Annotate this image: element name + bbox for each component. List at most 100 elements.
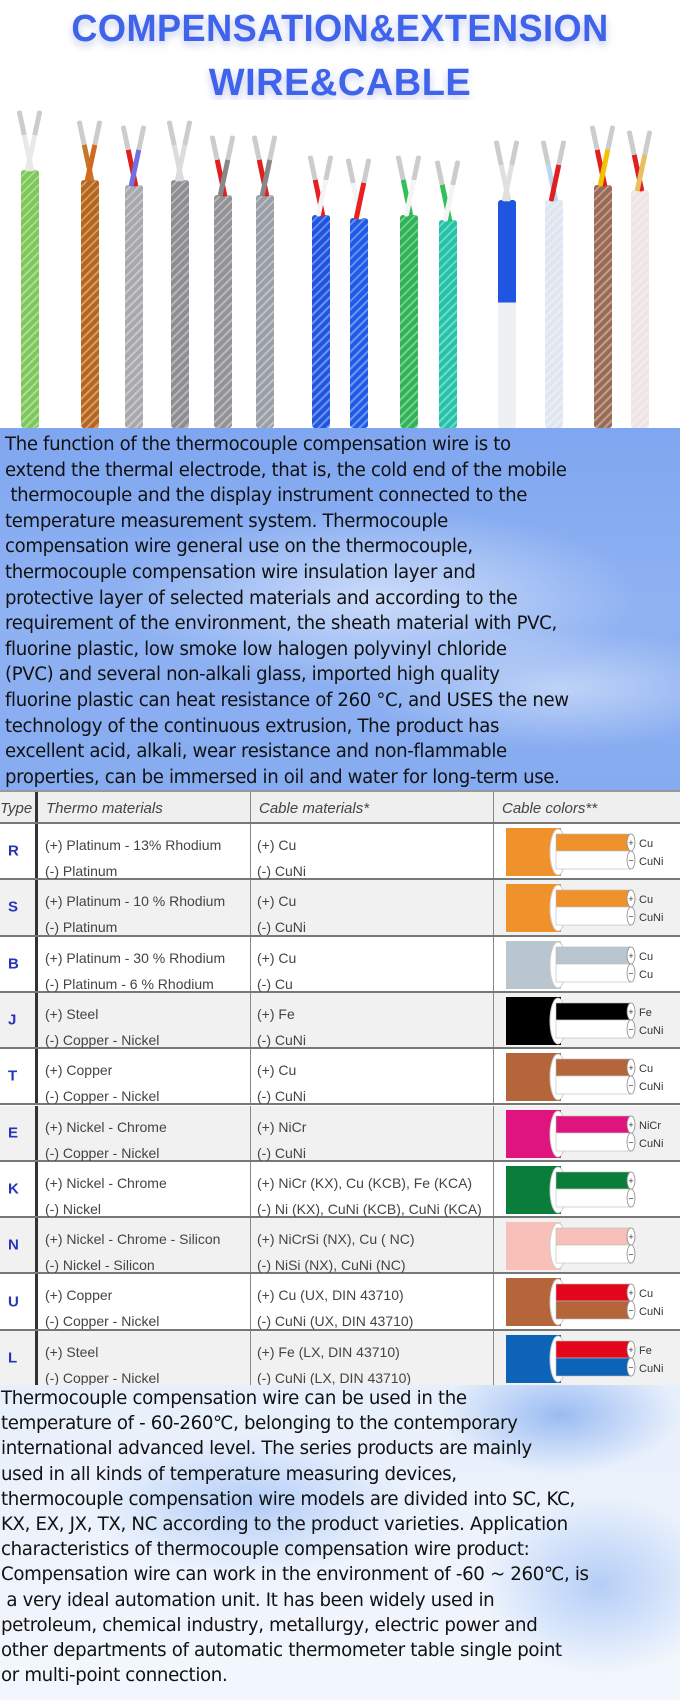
minus-sign-icon: − <box>628 912 633 922</box>
type-code: R <box>8 842 19 860</box>
thermo-minus: (-) Copper - Nickel <box>45 1088 160 1105</box>
text-line: used in all kinds of temperature measuri… <box>0 1463 457 1485</box>
minus-conductor <box>555 1075 632 1095</box>
minus-end <box>626 963 636 982</box>
text-line: compensation wire general use on the the… <box>5 536 473 558</box>
text-line: Thermocouple compensation wire can be us… <box>0 1388 467 1409</box>
minus-end <box>626 1244 636 1264</box>
plus-conductor <box>555 1115 632 1133</box>
thermo-minus: (-) Copper - Nickel <box>45 1369 160 1386</box>
type-code: K <box>8 1180 19 1198</box>
text-line: temperature of - 60-260℃, belonging to t… <box>0 1413 518 1435</box>
thermo-minus: (-) Platinum <box>45 919 118 936</box>
minus-conductor <box>555 1357 632 1376</box>
minus-label: CuNi <box>639 1138 663 1150</box>
wire-sample <box>498 200 516 428</box>
cable-color-swatch: + − NiCr CuNi <box>506 1109 663 1158</box>
table-row-n: N (+) Nickel - Chrome - Silicon (-) Nicke… <box>0 1218 680 1275</box>
text-line: excellent acid, alkali, wear resistance … <box>5 741 507 763</box>
minus-sign-icon: − <box>628 1137 633 1147</box>
thermo-plus: (+) Nickel - Chrome - Silicon <box>45 1231 221 1248</box>
cable-plus: (+) Cu <box>257 893 297 910</box>
type-code: T <box>8 1067 18 1085</box>
minus-sign-icon: − <box>628 1306 633 1316</box>
wire-sample <box>439 220 457 428</box>
minus-conductor <box>555 1188 632 1208</box>
cable-color-swatch: + − <box>506 1165 636 1214</box>
title-line-1: COMPENSATION&EXTENSION <box>71 8 609 50</box>
header-thermo: Thermo materials <box>46 800 163 817</box>
cable-plus: (+) Fe (LX, DIN 43710) <box>257 1343 400 1360</box>
table-row-r: R (+) Platinum - 13% Rhodium (-) Platinum… <box>0 824 680 881</box>
wire-sample <box>631 190 649 428</box>
thermo-plus: (+) Nickel - Chrome <box>45 1174 167 1191</box>
table-row-j: J (+) Steel (-) Copper - Nickel (+) Fe (-)… <box>0 992 680 1050</box>
text-line: thermocouple and the display instrument … <box>5 485 528 507</box>
table-row-l: L (+) Steel (-) Copper - Nickel (+) Fe (L… <box>0 1330 680 1387</box>
minus-sign-icon: − <box>628 1362 633 1372</box>
wire-sample <box>256 195 274 428</box>
cable-minus: (-) CuNi <box>257 863 306 879</box>
text-line: or multi-point connection. <box>0 1665 228 1687</box>
type-code: N <box>8 1236 19 1254</box>
cable-color-swatch: + − Fe CuNi <box>506 996 663 1045</box>
minus-end <box>626 1357 636 1377</box>
text-line: technology of the continuous extrusion, … <box>5 715 500 737</box>
wire-sample <box>400 215 418 428</box>
thermo-plus: (+) Platinum - 30 % Rhodium <box>45 949 226 966</box>
text-line: KX, EX, JX, TX, NC according to the prod… <box>0 1514 568 1536</box>
minus-end <box>626 1019 636 1039</box>
wire-sample <box>594 185 612 428</box>
cable-plus: (+) Cu <box>257 949 297 966</box>
header-cable: Cable materials* <box>259 800 370 817</box>
thermo-plus: (+) Copper <box>45 1062 113 1079</box>
cable-minus: (-) CuNi <box>257 1031 306 1048</box>
minus-conductor <box>555 906 632 926</box>
cable-plus: (+) Cu <box>257 1062 297 1079</box>
table-row-u: U (+) Copper (-) Copper - Nickel (+) Cu (… <box>0 1274 680 1331</box>
cable-minus: (-) CuNi <box>257 919 306 936</box>
minus-conductor <box>555 1244 632 1264</box>
title-line-2: WIRE&CABLE <box>208 62 472 104</box>
minus-conductor <box>555 1019 632 1039</box>
minus-label: CuNi <box>639 1081 663 1093</box>
product-photo-wires <box>0 100 680 428</box>
cable-color-swatch: + − Cu CuNi <box>506 1053 663 1102</box>
cable-color-swatch: + − Cu CuNi <box>506 884 663 933</box>
table-row-s: S (+) Platinum - 10 % Rhodium (-) Platinu… <box>0 880 680 937</box>
plus-label: Cu <box>639 1288 653 1300</box>
cable-color-swatch: + − Cu Cu <box>506 940 653 989</box>
plus-label: NiCr <box>639 1120 661 1132</box>
text-line: thermocouple compensation wire insulatio… <box>5 561 476 583</box>
cable-minus: (-) CuNi <box>257 1144 306 1161</box>
text-line: The function of the thermocouple compens… <box>5 434 511 455</box>
plus-sign-icon: + <box>628 1007 633 1017</box>
wire-sample <box>21 170 39 428</box>
text-line: (PVC) and several non-alkali glass, impo… <box>5 664 500 686</box>
table-row-b: B (+) Platinum - 30 % Rhodium (-) Platinu… <box>0 936 680 993</box>
plus-label: Fe <box>639 1007 652 1019</box>
table-header: Type Thermo materials Cable materials* C… <box>0 792 680 824</box>
type-code: U <box>8 1293 19 1311</box>
table-row-t: T (+) Copper (-) Copper - Nickel (+) Cu (-… <box>0 1049 680 1106</box>
plus-conductor <box>555 833 632 852</box>
cable-plus: (+) NiCr (KX), Cu (KCB), Fe (KCA) <box>257 1174 473 1191</box>
minus-label: CuNi <box>639 1306 663 1318</box>
wire-sample <box>545 200 563 428</box>
plus-sign-icon: + <box>628 1120 633 1130</box>
table-row-e: E (+) Nickel - Chrome (-) Copper - Nickel… <box>0 1105 680 1162</box>
description-block-1: The function of the thermocouple compens… <box>0 428 680 790</box>
thermo-minus: (-) Copper - Nickel <box>45 1031 160 1048</box>
type-code: S <box>8 898 19 916</box>
text-line: properties, can be immersed in oil and w… <box>5 766 560 788</box>
type-code: J <box>8 1011 17 1029</box>
cable-plus: (+) Cu <box>257 837 297 853</box>
plus-conductor <box>555 1002 632 1021</box>
header-type: Type <box>0 800 33 817</box>
minus-sign-icon: − <box>628 968 633 978</box>
minus-conductor <box>555 1301 632 1320</box>
cable-color-swatch: + − <box>506 1222 636 1271</box>
plus-conductor <box>555 1340 632 1358</box>
plus-sign-icon: + <box>628 894 633 904</box>
cable-minus: (-) Cu <box>257 975 293 992</box>
